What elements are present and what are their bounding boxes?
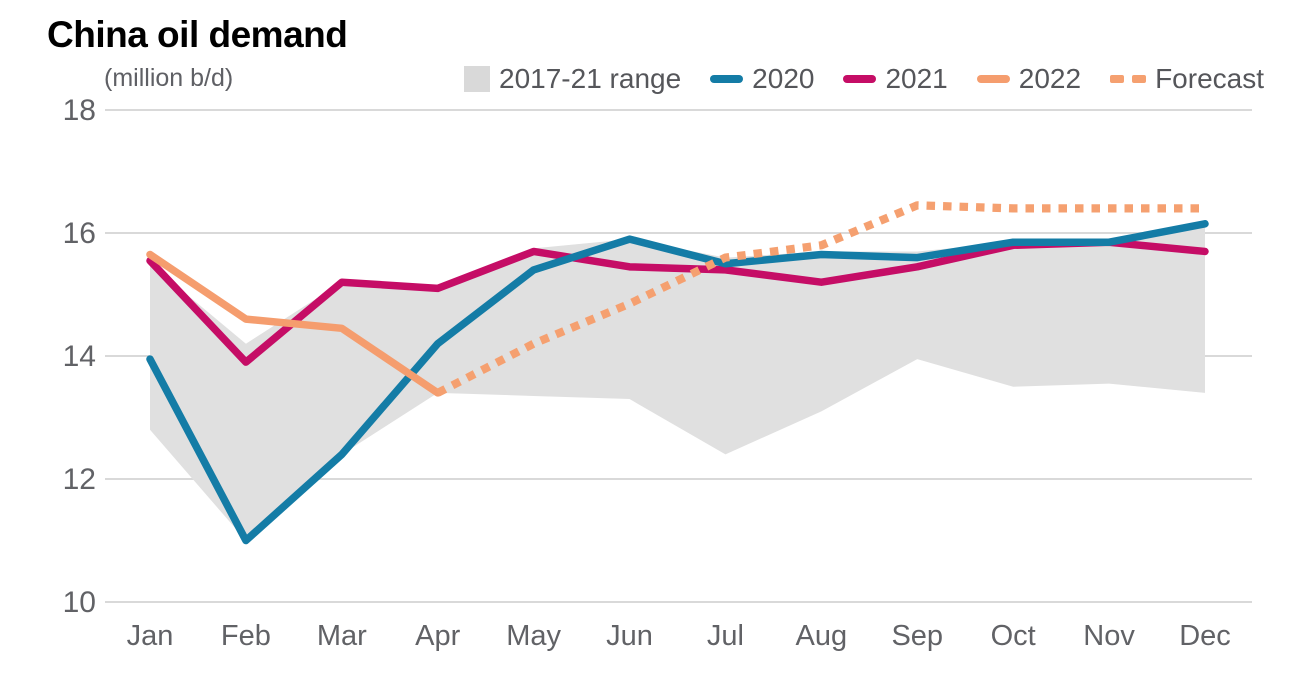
- legend-item-range: 2017-21 range: [464, 63, 681, 95]
- series-line-forecast: [435, 201, 1205, 397]
- legend-item-2022: 2022: [976, 63, 1082, 95]
- x-tick-label-Apr: Apr: [415, 620, 460, 652]
- series-line-2020: [146, 220, 1209, 545]
- y-tick-label-14: 14: [63, 340, 96, 373]
- x-tick-label-Nov: Nov: [1083, 620, 1135, 652]
- legend-swatch-forecast: [1110, 75, 1147, 83]
- legend-swatch-2022: [976, 75, 1010, 83]
- legend-label-range: 2017-21 range: [499, 63, 682, 94]
- legend: 2017-21 range 2020 2021 2022 Forecast: [464, 63, 1264, 95]
- y-tick-label-18: 18: [63, 94, 96, 127]
- x-tick-label-Sep: Sep: [891, 620, 943, 652]
- legend-label-2020: 2020: [752, 63, 815, 94]
- x-tick-label-Oct: Oct: [991, 620, 1036, 652]
- legend-swatch-2021: [843, 75, 877, 83]
- x-tick-label-Aug: Aug: [796, 620, 848, 652]
- legend-item-forecast: Forecast: [1110, 63, 1264, 95]
- y-tick-label-10: 10: [63, 586, 96, 619]
- chart-title: China oil demand: [47, 14, 348, 55]
- legend-label-2022: 2022: [1018, 63, 1082, 94]
- series-line-2022: [146, 250, 442, 397]
- x-tick-label-Jun: Jun: [606, 620, 653, 652]
- x-tick-label-Jul: Jul: [707, 620, 744, 652]
- legend-item-2020: 2020: [710, 63, 814, 95]
- x-tick-label-May: May: [506, 620, 561, 652]
- chart-unit-label: (million b/d): [104, 64, 234, 92]
- legend-item-2021: 2021: [843, 63, 948, 95]
- y-tick-label-16: 16: [63, 217, 96, 250]
- x-tick-label-Dec: Dec: [1179, 620, 1231, 652]
- x-tick-label-Mar: Mar: [317, 620, 367, 652]
- legend-swatch-2020: [710, 75, 744, 83]
- legend-swatch-range: [464, 66, 491, 92]
- x-tick-label-Feb: Feb: [221, 620, 271, 652]
- y-tick-label-12: 12: [63, 463, 96, 496]
- legend-label-2021: 2021: [885, 63, 948, 94]
- legend-label-forecast: Forecast: [1155, 63, 1264, 94]
- range-band-2017-21-range: [150, 226, 1205, 541]
- x-tick-label-Jan: Jan: [127, 620, 174, 652]
